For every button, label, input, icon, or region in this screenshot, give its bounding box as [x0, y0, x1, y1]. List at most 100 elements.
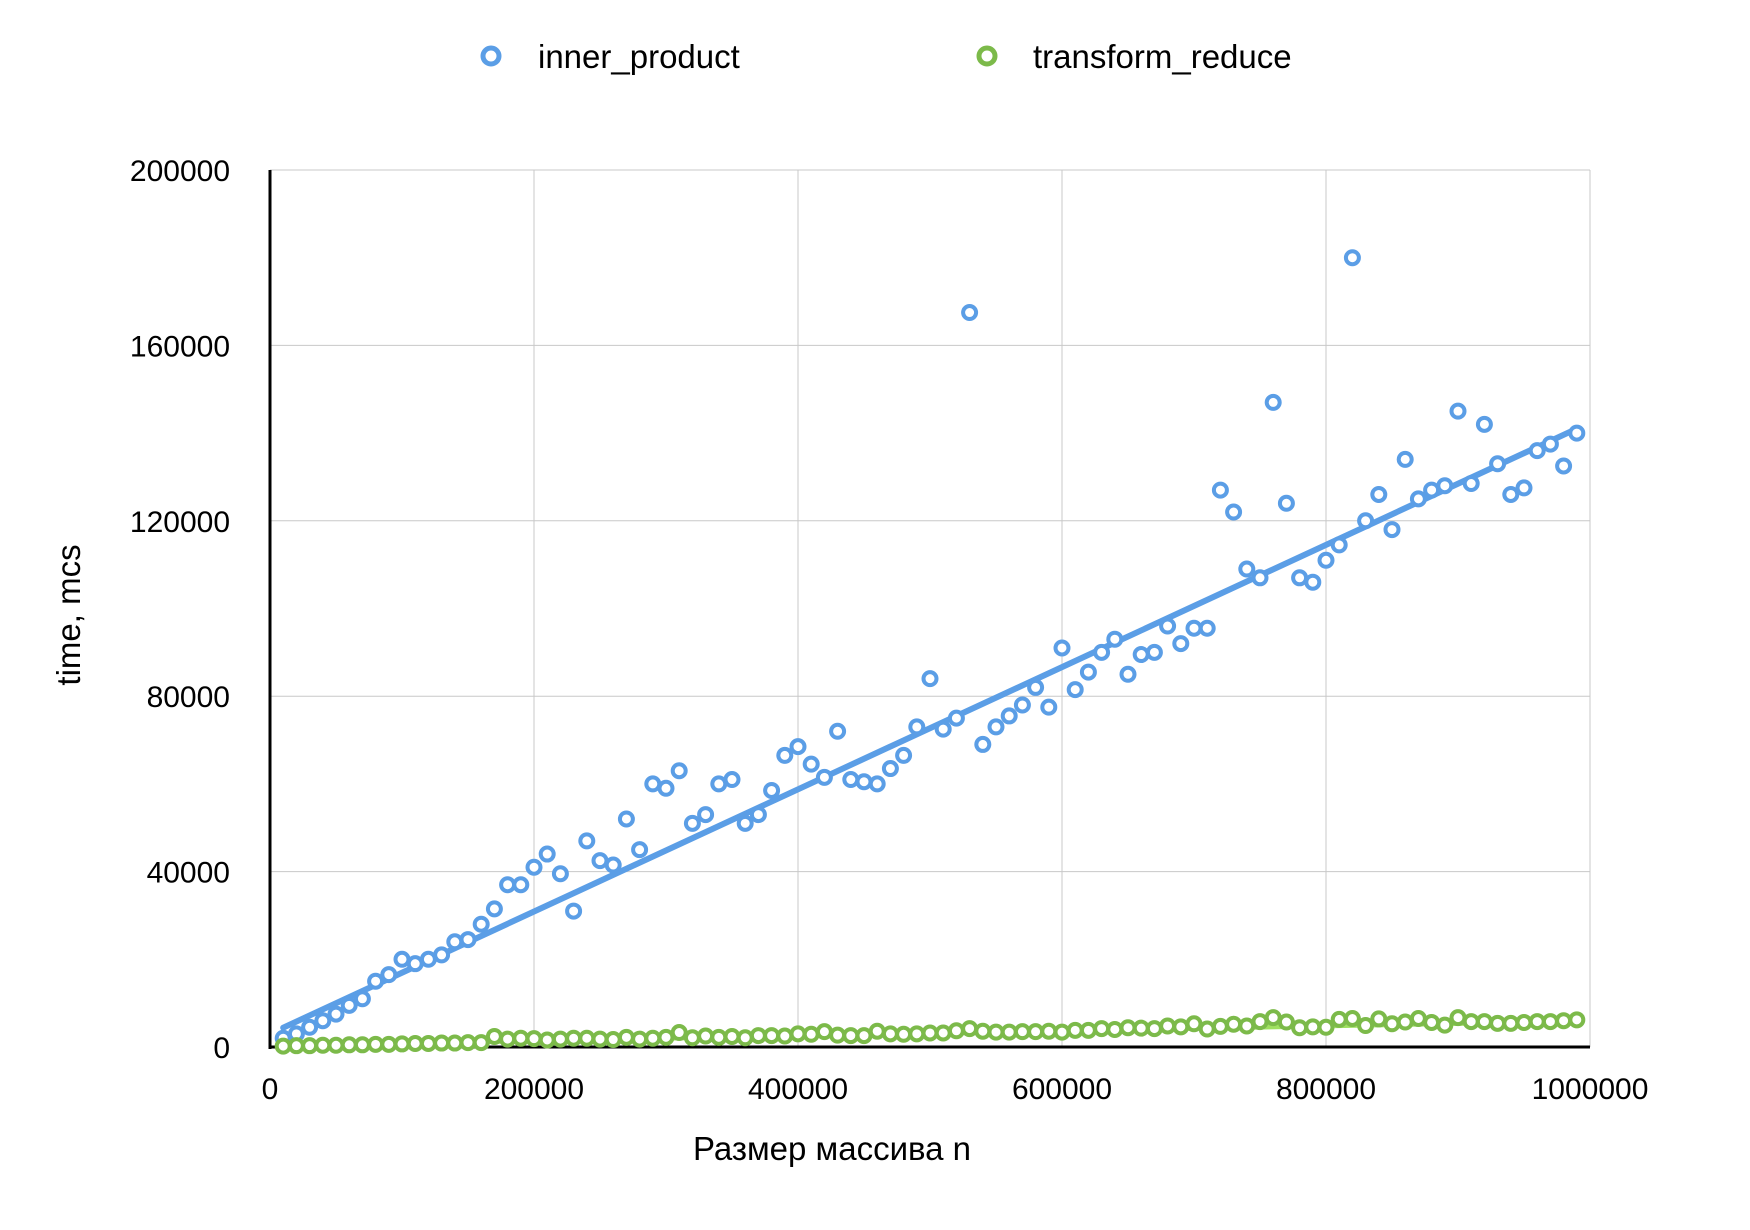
- data-point-inner_product: [1027, 678, 1045, 696]
- data-point-inner_product: [1040, 698, 1058, 716]
- data-point-transform_reduce: [1238, 1017, 1256, 1035]
- data-point-transform_reduce: [987, 1023, 1005, 1041]
- data-point-transform_reduce: [1000, 1023, 1018, 1041]
- data-point-inner_product: [1013, 696, 1031, 714]
- data-point-transform_reduce: [855, 1027, 873, 1045]
- data-point-inner_product: [908, 718, 926, 736]
- data-point-transform_reduce: [1145, 1020, 1163, 1038]
- data-point-transform_reduce: [538, 1031, 556, 1049]
- data-point-transform_reduce: [1462, 1013, 1480, 1031]
- axes: [268, 170, 1590, 1049]
- data-point-inner_product: [1066, 681, 1084, 699]
- data-point-transform_reduce: [340, 1036, 358, 1054]
- data-point-inner_product: [1502, 485, 1520, 503]
- data-point-transform_reduce: [631, 1030, 649, 1048]
- data-point-transform_reduce: [1159, 1017, 1177, 1035]
- trendline-inner_product: [280, 425, 1580, 1031]
- data-point-transform_reduce: [697, 1027, 715, 1045]
- data-point-transform_reduce: [1119, 1019, 1137, 1037]
- data-point-inner_product: [604, 856, 622, 874]
- data-point-transform_reduce: [1093, 1020, 1111, 1038]
- data-point-inner_product: [1409, 490, 1427, 508]
- data-point-inner_product: [763, 781, 781, 799]
- gridlines: [269, 169, 1591, 1048]
- data-point-transform_reduce: [499, 1030, 517, 1048]
- data-point-inner_product: [538, 845, 556, 863]
- data-point-transform_reduce: [670, 1024, 688, 1042]
- data-point-inner_product: [301, 1018, 319, 1036]
- data-point-transform_reduce: [380, 1035, 398, 1053]
- data-point-inner_product: [974, 735, 992, 753]
- data-point-transform_reduce: [815, 1023, 833, 1041]
- data-point-inner_product: [1423, 481, 1441, 499]
- data-point-inner_product: [1079, 663, 1097, 681]
- data-point-inner_product: [1528, 442, 1546, 460]
- data-point-inner_product: [565, 902, 583, 920]
- data-point-inner_product: [961, 304, 979, 322]
- data-point-transform_reduce: [1013, 1023, 1031, 1041]
- data-point-inner_product: [644, 775, 662, 793]
- data-point-inner_product: [1264, 393, 1282, 411]
- data-point-inner_product: [1251, 569, 1269, 587]
- data-point-inner_product: [1225, 503, 1243, 521]
- data-point-inner_product: [789, 738, 807, 756]
- data-point-transform_reduce: [591, 1030, 609, 1048]
- data-point-transform_reduce: [1053, 1023, 1071, 1041]
- data-point-inner_product: [314, 1012, 332, 1030]
- data-point-transform_reduce: [1211, 1017, 1229, 1035]
- data-point-inner_product: [1198, 619, 1216, 637]
- data-point-transform_reduce: [644, 1029, 662, 1047]
- data-point-inner_product: [1304, 573, 1322, 591]
- data-point-inner_product: [380, 966, 398, 984]
- data-point-inner_product: [1462, 475, 1480, 493]
- data-point-inner_product: [829, 722, 847, 740]
- data-point-inner_product: [1343, 249, 1361, 267]
- data-point-transform_reduce: [974, 1022, 992, 1040]
- data-point-inner_product: [433, 946, 451, 964]
- data-point-inner_product: [1330, 536, 1348, 554]
- data-point-transform_reduce: [1264, 1009, 1282, 1027]
- data-point-transform_reduce: [1370, 1010, 1388, 1028]
- legend-label-inner_product: inner_product: [538, 38, 740, 75]
- data-point-inner_product: [1396, 450, 1414, 468]
- data-point-transform_reduce: [961, 1020, 979, 1038]
- y-tick-label: 0: [213, 1032, 230, 1065]
- data-point-inner_product: [1317, 551, 1335, 569]
- data-point-transform_reduce: [1568, 1011, 1586, 1029]
- x-tick-label: 400000: [748, 1073, 848, 1106]
- data-point-inner_product: [393, 950, 411, 968]
- data-point-transform_reduce: [525, 1030, 543, 1048]
- data-point-inner_product: [895, 746, 913, 764]
- data-point-transform_reduce: [1251, 1013, 1269, 1031]
- data-point-transform_reduce: [1502, 1014, 1520, 1032]
- data-point-transform_reduce: [1528, 1013, 1546, 1031]
- data-point-inner_product: [353, 990, 371, 1008]
- data-point-inner_product: [1449, 402, 1467, 420]
- x-tick-label: 1000000: [1532, 1073, 1649, 1106]
- data-point-transform_reduce: [353, 1036, 371, 1054]
- data-point-inner_product: [881, 760, 899, 778]
- data-point-transform_reduce: [327, 1036, 345, 1054]
- data-point-transform_reduce: [736, 1029, 754, 1047]
- data-point-transform_reduce: [1357, 1017, 1375, 1035]
- data-point-transform_reduce: [1277, 1013, 1295, 1031]
- data-point-inner_product: [617, 810, 635, 828]
- data-point-transform_reduce: [1475, 1013, 1493, 1031]
- data-point-inner_product: [472, 915, 490, 933]
- data-point-transform_reduce: [763, 1027, 781, 1045]
- data-point-transform_reduce: [1172, 1018, 1190, 1036]
- data-point-transform_reduce: [1185, 1015, 1203, 1033]
- data-point-inner_product: [683, 814, 701, 832]
- data-point-transform_reduce: [934, 1024, 952, 1042]
- data-point-transform_reduce: [419, 1034, 437, 1052]
- data-point-transform_reduce: [565, 1029, 583, 1047]
- data-point-inner_product: [1436, 477, 1454, 495]
- data-point-transform_reduce: [314, 1036, 332, 1054]
- data-point-transform_reduce: [1555, 1012, 1573, 1030]
- tick-labels: 0 40000 80000 120000 160000 200000 0 200000 4000…: [130, 155, 1649, 1106]
- data-point-inner_product: [1515, 479, 1533, 497]
- data-point-inner_product: [499, 876, 517, 894]
- legend: inner_product transform_reduce: [480, 38, 1292, 75]
- data-point-inner_product: [802, 755, 820, 773]
- data-point-inner_product: [1291, 569, 1309, 587]
